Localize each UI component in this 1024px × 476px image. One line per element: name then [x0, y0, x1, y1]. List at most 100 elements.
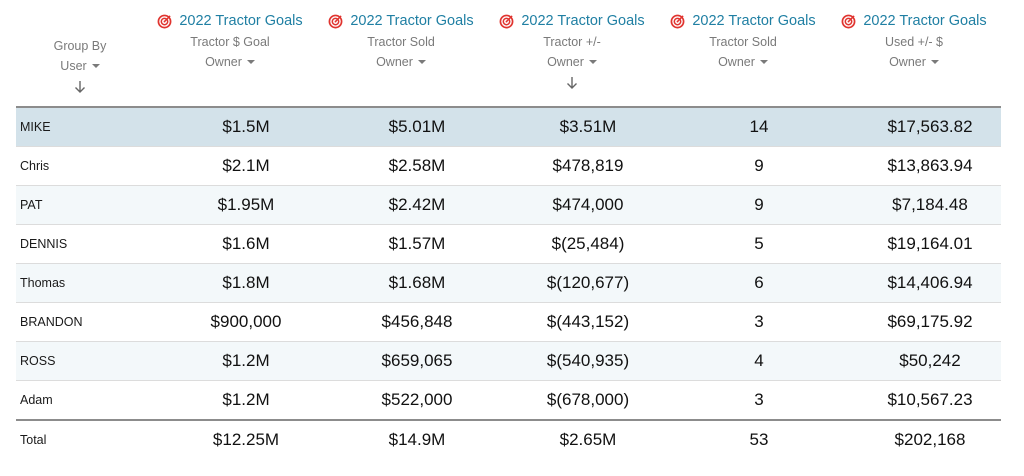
table-cell: $522,000 [381, 390, 453, 409]
group-by-dropdown[interactable]: User [16, 56, 144, 76]
table-row[interactable]: Chris $2.1M $2.58M $478,819 9 $13,863.94 [16, 147, 1001, 186]
column-header-tractor-plus-minus: 2022 Tractor Goals Tractor +/- Owner [497, 10, 647, 92]
goals-table: MIKE $1.5M $5.01M $3.51M 14 $17,563.82 C… [16, 106, 1001, 459]
row-name: DENNIS [20, 237, 68, 251]
total-cell: $12.25M [212, 430, 280, 449]
table-cell: 9 [754, 195, 764, 214]
table-cell: $1.68M [388, 273, 446, 292]
table-cell: $1.5M [222, 117, 270, 136]
column-header-tractor-sold-dollars: 2022 Tractor Goals Tractor Sold Owner [326, 10, 476, 72]
group-by-header: Group By User [16, 36, 144, 96]
table-cell: $(678,000) [546, 390, 630, 409]
table-cell: $50,242 [899, 351, 961, 370]
table-body: MIKE $1.5M $5.01M $3.51M 14 $17,563.82 C… [16, 108, 1001, 419]
arrow-down-icon[interactable] [16, 80, 144, 96]
column-header-tractor-sold-count: 2022 Tractor Goals Tractor Sold Owner [668, 10, 818, 72]
table-cell: $1.95M [217, 195, 275, 214]
table-cell: 9 [754, 156, 764, 175]
table-cell: $5.01M [388, 117, 446, 136]
row-name: Thomas [20, 276, 66, 290]
metric-label: Used +/- $ [884, 35, 943, 49]
metric-label: Tractor $ Goal [190, 35, 270, 49]
target-icon [157, 14, 172, 28]
table-cell: 5 [754, 234, 764, 253]
table-cell: $(443,152) [546, 312, 630, 331]
caret-down-icon [417, 59, 426, 64]
metric-label: Tractor Sold [709, 35, 777, 49]
row-name: MIKE [20, 120, 51, 134]
row-name: Chris [20, 159, 50, 173]
table-cell: 3 [754, 390, 764, 409]
table-cell: $1.8M [222, 273, 270, 292]
owner-dropdown[interactable]: Owner [155, 52, 305, 72]
table-cell: $1.2M [222, 351, 270, 370]
total-cell: $2.65M [559, 430, 617, 449]
table-row[interactable]: Thomas $1.8M $1.68M $(120,677) 6 $14,406… [16, 264, 1001, 303]
caret-down-icon [759, 59, 768, 64]
table-cell: $7,184.48 [892, 195, 968, 214]
metric-label: Tractor Sold [367, 35, 435, 49]
table-cell: $2.58M [388, 156, 446, 175]
table-cell: $474,000 [552, 195, 624, 214]
owner-dropdown[interactable]: Owner [668, 52, 818, 72]
table-cell: $19,164.01 [887, 234, 973, 253]
row-name: Adam [20, 393, 53, 407]
caret-down-icon [91, 63, 100, 68]
row-name: BRANDON [20, 315, 83, 329]
target-icon [499, 14, 514, 28]
owner-dropdown[interactable]: Owner [326, 52, 476, 72]
metric-label: Tractor +/- [543, 35, 601, 49]
table-cell: $659,065 [381, 351, 453, 370]
table-row[interactable]: BRANDON $900,000 $456,848 $(443,152) 3 $… [16, 303, 1001, 342]
table-cell: $1.6M [222, 234, 270, 253]
total-row: Total $12.25M $14.9M $2.65M 53 $202,168 [16, 419, 1001, 459]
goal-link[interactable]: 2022 Tractor Goals [155, 10, 305, 32]
group-by-label: Group By [53, 39, 107, 53]
table-row[interactable]: DENNIS $1.6M $1.57M $(25,484) 5 $19,164.… [16, 225, 1001, 264]
table-cell: $(540,935) [546, 351, 630, 370]
row-name: PAT [20, 198, 43, 212]
owner-dropdown[interactable]: Owner [497, 52, 647, 72]
column-header-used-plus-minus: 2022 Tractor Goals Used +/- $ Owner [839, 10, 989, 72]
owner-dropdown[interactable]: Owner [839, 52, 989, 72]
total-label: Total [20, 433, 47, 447]
goal-link[interactable]: 2022 Tractor Goals [326, 10, 476, 32]
caret-down-icon [588, 59, 597, 64]
table-header: Group By User 2022 Tractor Goals Tractor… [0, 0, 1024, 106]
table-row[interactable]: PAT $1.95M $2.42M $474,000 9 $7,184.48 [16, 186, 1001, 225]
table-cell: $456,848 [381, 312, 453, 331]
table-cell: 14 [749, 117, 769, 136]
caret-down-icon [930, 59, 939, 64]
total-cell: $14.9M [388, 430, 446, 449]
table-row[interactable]: Adam $1.2M $522,000 $(678,000) 3 $10,567… [16, 381, 1001, 419]
table-cell: $10,567.23 [887, 390, 973, 409]
table-cell: $478,819 [552, 156, 624, 175]
total-cell: $202,168 [894, 430, 966, 449]
table-cell: $1.57M [388, 234, 446, 253]
table-cell: $2.1M [222, 156, 270, 175]
table-cell: $900,000 [210, 312, 282, 331]
table-row[interactable]: MIKE $1.5M $5.01M $3.51M 14 $17,563.82 [16, 108, 1001, 147]
table-cell: $(120,677) [546, 273, 630, 292]
table-cell: $3.51M [559, 117, 617, 136]
caret-down-icon [246, 59, 255, 64]
column-header-tractor-goal: 2022 Tractor Goals Tractor $ Goal Owner [155, 10, 305, 72]
table-cell: $17,563.82 [887, 117, 973, 136]
table-cell: 6 [754, 273, 764, 292]
table-cell: $2.42M [388, 195, 446, 214]
goal-link[interactable]: 2022 Tractor Goals [497, 10, 647, 32]
arrow-down-icon[interactable] [497, 76, 647, 92]
table-cell: 3 [754, 312, 764, 331]
total-cell: 53 [749, 430, 769, 449]
target-icon [328, 14, 343, 28]
row-name: ROSS [20, 354, 56, 368]
table-cell: $14,406.94 [887, 273, 973, 292]
target-icon [670, 14, 685, 28]
table-cell: $13,863.94 [887, 156, 973, 175]
table-cell: $(25,484) [551, 234, 625, 253]
goal-link[interactable]: 2022 Tractor Goals [668, 10, 818, 32]
table-cell: $1.2M [222, 390, 270, 409]
goal-link[interactable]: 2022 Tractor Goals [839, 10, 989, 32]
target-icon [841, 14, 856, 28]
table-row[interactable]: ROSS $1.2M $659,065 $(540,935) 4 $50,242 [16, 342, 1001, 381]
